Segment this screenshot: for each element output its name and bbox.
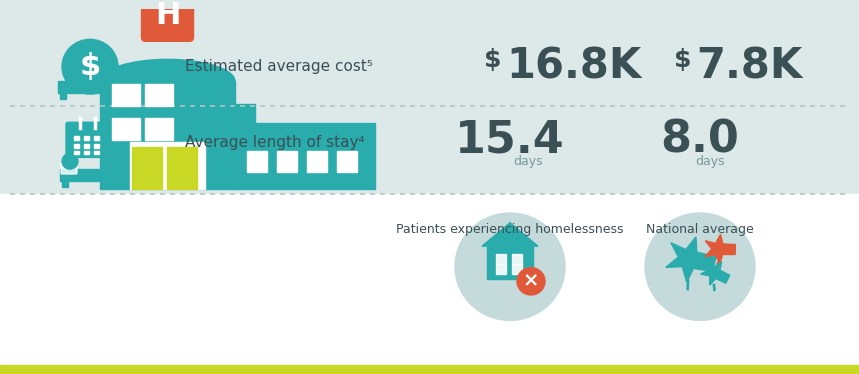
Bar (0, 365, 859, 374)
Circle shape (62, 39, 118, 94)
Bar (337, 151, 357, 172)
Circle shape (455, 213, 565, 321)
FancyBboxPatch shape (61, 162, 77, 174)
Bar (145, 84, 173, 106)
Bar (110, 179, 116, 187)
Text: $: $ (484, 48, 502, 72)
Text: $: $ (79, 52, 101, 81)
Text: Patients experiencing homelessness: Patients experiencing homelessness (396, 223, 624, 236)
Bar (74, 136, 79, 140)
Bar (84, 144, 89, 148)
FancyBboxPatch shape (142, 0, 193, 41)
Text: 15.4: 15.4 (455, 118, 565, 161)
Bar (58, 81, 118, 93)
Bar (307, 151, 327, 172)
Bar (100, 81, 235, 188)
Bar (496, 264, 506, 273)
Bar (110, 91, 116, 99)
Bar (487, 244, 533, 279)
Bar (512, 264, 522, 273)
Bar (94, 144, 99, 148)
Bar (247, 151, 267, 172)
Ellipse shape (100, 59, 235, 103)
Polygon shape (705, 234, 735, 264)
Bar (0, 193, 859, 365)
Bar (235, 104, 255, 123)
Bar (512, 254, 522, 264)
Circle shape (517, 268, 545, 295)
Bar (60, 91, 66, 99)
Bar (74, 151, 79, 154)
Bar (130, 142, 205, 188)
Bar (94, 151, 99, 154)
Bar (62, 179, 68, 187)
Bar (74, 144, 79, 148)
Bar (94, 136, 99, 140)
Polygon shape (700, 261, 730, 285)
Text: $: $ (674, 48, 692, 72)
Bar (68, 124, 106, 132)
Bar (496, 254, 506, 264)
Text: 7.8K: 7.8K (696, 46, 802, 88)
Bar (84, 136, 89, 140)
Text: H: H (155, 1, 180, 30)
Text: National average: National average (646, 223, 754, 236)
Polygon shape (666, 237, 716, 282)
Text: 8.0: 8.0 (661, 118, 740, 161)
Text: Average length of stay⁴: Average length of stay⁴ (185, 135, 364, 150)
Bar (132, 147, 162, 188)
Text: days: days (695, 155, 725, 168)
Bar (235, 123, 375, 188)
Bar (112, 119, 140, 140)
Text: ×: × (523, 272, 539, 291)
Circle shape (62, 153, 78, 169)
Text: days: days (513, 155, 543, 168)
Bar (277, 151, 297, 172)
Bar (167, 147, 197, 188)
Bar (84, 151, 89, 154)
Bar (145, 119, 173, 140)
FancyBboxPatch shape (66, 122, 108, 157)
Polygon shape (482, 223, 538, 246)
Text: 16.8K: 16.8K (506, 46, 642, 88)
Bar (112, 84, 140, 106)
Bar (60, 169, 118, 181)
Text: Estimated average cost⁵: Estimated average cost⁵ (185, 59, 373, 74)
Circle shape (645, 213, 755, 321)
